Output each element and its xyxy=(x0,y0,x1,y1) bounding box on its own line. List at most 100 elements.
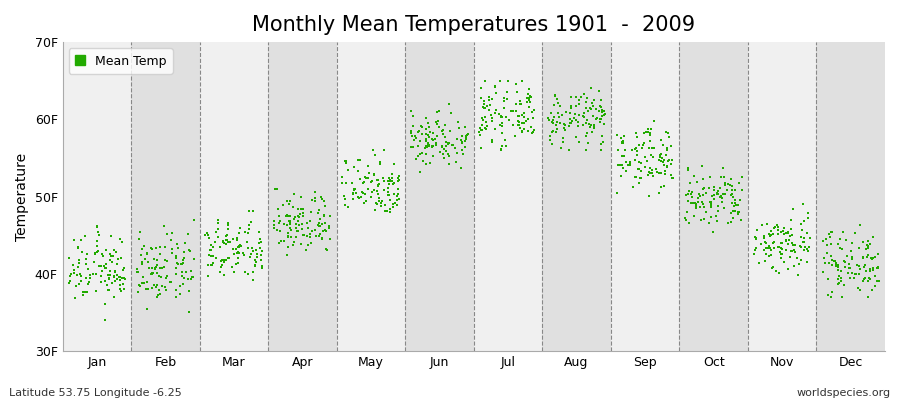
Point xyxy=(868,273,882,280)
Point xyxy=(150,270,165,276)
Point xyxy=(734,217,749,223)
Point xyxy=(220,237,234,244)
Point xyxy=(871,264,886,271)
Point xyxy=(442,101,456,108)
Point xyxy=(592,116,607,123)
Point xyxy=(81,281,95,287)
Point xyxy=(170,261,184,267)
Point xyxy=(864,255,878,262)
Point xyxy=(841,270,855,276)
Point xyxy=(381,185,395,191)
Point xyxy=(150,292,165,299)
Point xyxy=(704,214,718,220)
Point xyxy=(610,190,625,196)
Point xyxy=(454,147,469,153)
Point xyxy=(832,280,846,287)
Point xyxy=(818,235,832,242)
Point xyxy=(647,118,662,124)
Point xyxy=(817,255,832,262)
Point xyxy=(788,249,802,256)
Point xyxy=(526,115,540,122)
Point xyxy=(831,276,845,282)
Point xyxy=(658,168,672,174)
Point xyxy=(352,195,366,201)
Point xyxy=(448,145,463,151)
Point xyxy=(287,216,302,222)
Point xyxy=(106,294,121,300)
Point xyxy=(98,317,112,324)
Point xyxy=(90,222,104,229)
Point xyxy=(520,95,535,102)
Point xyxy=(295,232,310,238)
Point xyxy=(595,113,609,119)
Point xyxy=(640,172,654,179)
Point xyxy=(749,236,763,242)
Point xyxy=(732,180,746,187)
Point xyxy=(701,219,716,226)
Point xyxy=(860,277,875,284)
Point xyxy=(781,237,796,244)
Point xyxy=(186,217,201,223)
Point xyxy=(438,134,453,140)
Point xyxy=(346,190,361,196)
Point xyxy=(295,212,310,219)
Point xyxy=(95,268,110,274)
Point xyxy=(174,261,188,267)
Point xyxy=(632,159,646,165)
Point xyxy=(579,147,593,154)
Point xyxy=(762,245,777,251)
Point xyxy=(154,274,168,281)
Point xyxy=(378,202,392,208)
Point xyxy=(439,143,454,150)
Point xyxy=(656,159,670,165)
Point xyxy=(415,131,429,138)
Point xyxy=(710,191,724,197)
Point xyxy=(724,192,738,198)
Point xyxy=(652,156,666,163)
Point xyxy=(787,247,801,254)
Point xyxy=(869,278,884,284)
Point xyxy=(426,130,440,137)
Point xyxy=(860,238,875,245)
Point xyxy=(544,118,559,125)
Point xyxy=(649,169,663,175)
Point xyxy=(660,163,674,170)
Point xyxy=(735,187,750,194)
Point xyxy=(510,112,525,119)
Point xyxy=(105,259,120,266)
Point xyxy=(274,238,288,244)
Point xyxy=(760,221,775,228)
Point xyxy=(699,209,714,215)
Point xyxy=(569,116,583,123)
Point xyxy=(107,273,122,279)
Point xyxy=(321,225,336,232)
Point xyxy=(69,283,84,290)
Point xyxy=(834,268,849,274)
Point xyxy=(837,257,851,264)
Point xyxy=(593,119,608,126)
Point xyxy=(760,245,774,252)
Point xyxy=(778,247,793,254)
Point xyxy=(81,266,95,272)
Point xyxy=(702,199,716,206)
Point xyxy=(832,280,847,286)
Point xyxy=(404,128,419,134)
Point xyxy=(681,165,696,172)
Point xyxy=(552,113,566,120)
Point xyxy=(345,180,359,186)
Point xyxy=(688,202,703,208)
Point xyxy=(459,136,473,142)
Point xyxy=(653,158,668,164)
Point xyxy=(142,265,157,272)
Point xyxy=(266,218,281,225)
Point xyxy=(628,146,643,152)
Point xyxy=(294,220,309,227)
Point xyxy=(544,133,558,139)
Point xyxy=(252,229,266,236)
Point xyxy=(824,229,839,235)
Point xyxy=(61,280,76,287)
Point xyxy=(484,118,499,124)
Point xyxy=(748,247,762,253)
Point xyxy=(761,230,776,237)
Point xyxy=(254,252,268,258)
